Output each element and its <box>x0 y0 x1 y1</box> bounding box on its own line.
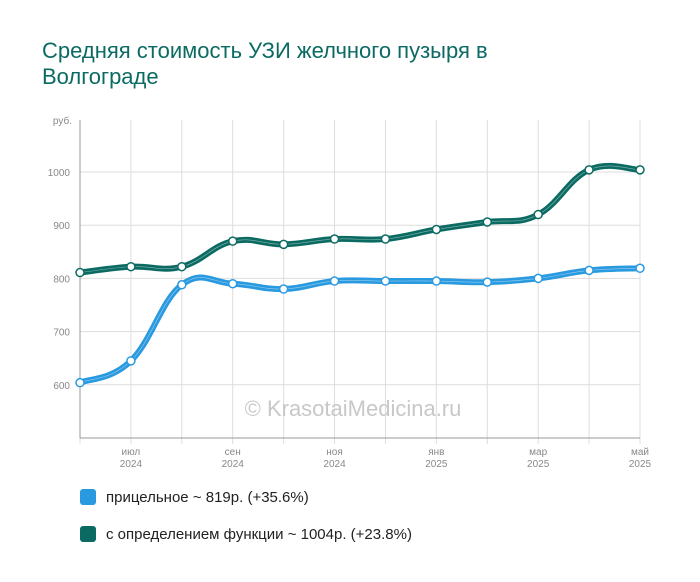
legend-item-series-2[interactable]: с определением функции ~ 1004р. (+23.8%) <box>80 525 412 543</box>
legend-item-series-1[interactable]: прицельное ~ 819р. (+35.6%) <box>80 488 412 506</box>
data-point-series-1 <box>533 273 543 284</box>
x-tick-label: май <box>631 447 649 458</box>
line-chart: 6007008009001000руб.июл2024сен2024ноя202… <box>48 115 652 470</box>
data-point-series-2 <box>278 239 289 250</box>
x-tick-year: 2025 <box>527 459 550 470</box>
watermark: © KrasotaiMedicina.ru <box>245 396 462 421</box>
data-point-series-2 <box>177 261 187 272</box>
data-point-series-1 <box>380 276 391 286</box>
y-tick-label: 600 <box>53 381 70 392</box>
data-point-series-1 <box>227 278 238 289</box>
legend-swatch-series-2 <box>80 526 96 542</box>
data-point-series-2 <box>126 261 136 272</box>
series-line-1 <box>77 265 643 386</box>
y-tick-label: 1000 <box>48 168 71 179</box>
x-tick-label: ноя <box>326 447 343 458</box>
x-tick-label: янв <box>428 447 444 458</box>
x-tick-year: 2024 <box>120 459 143 470</box>
series-line-highlight-2 <box>79 165 641 273</box>
series-layer <box>77 162 643 386</box>
data-point-series-2 <box>431 224 442 235</box>
legend-label-series-2: с определением функции ~ 1004р. (+23.8%) <box>106 525 412 543</box>
data-point-series-1 <box>75 377 85 388</box>
x-tick-label: мар <box>529 447 547 458</box>
data-point-series-1 <box>126 356 136 366</box>
y-tick-label: 900 <box>53 221 70 232</box>
series-line-highlight-1 <box>79 267 641 383</box>
x-tick-label: сен <box>225 447 241 458</box>
data-point-series-2 <box>227 236 238 246</box>
legend: прицельное ~ 819р. (+35.6%) с определени… <box>80 488 412 562</box>
data-point-series-1 <box>329 276 340 286</box>
data-point-series-2 <box>584 165 594 175</box>
x-tick-label: июл <box>122 447 141 458</box>
chart-title: Средняя стоимость УЗИ желчного пузыря в … <box>42 38 488 89</box>
point-layer <box>75 165 645 388</box>
x-tick-year: 2024 <box>222 459 245 470</box>
data-point-series-2 <box>635 165 645 175</box>
legend-swatch-series-1 <box>80 489 96 505</box>
legend-label-series-1: прицельное ~ 819р. (+35.6%) <box>106 488 309 506</box>
data-point-series-1 <box>635 263 645 274</box>
data-point-series-1 <box>584 265 594 276</box>
y-tick-label: 800 <box>53 274 70 285</box>
data-point-series-1 <box>278 284 289 294</box>
x-tick-year: 2025 <box>425 459 448 470</box>
data-point-series-2 <box>75 267 85 278</box>
data-point-series-2 <box>380 234 391 244</box>
data-point-series-1 <box>482 277 493 287</box>
data-point-series-1 <box>431 276 442 286</box>
x-tick-year: 2025 <box>629 459 652 470</box>
x-tick-year: 2024 <box>323 459 346 470</box>
series-line-2 <box>77 162 643 276</box>
y-axis-label: руб. <box>53 115 72 127</box>
data-point-series-2 <box>533 209 543 220</box>
data-point-series-2 <box>329 234 340 244</box>
y-tick-label: 700 <box>53 328 70 339</box>
data-point-series-1 <box>177 280 187 290</box>
data-point-series-2 <box>482 217 493 227</box>
